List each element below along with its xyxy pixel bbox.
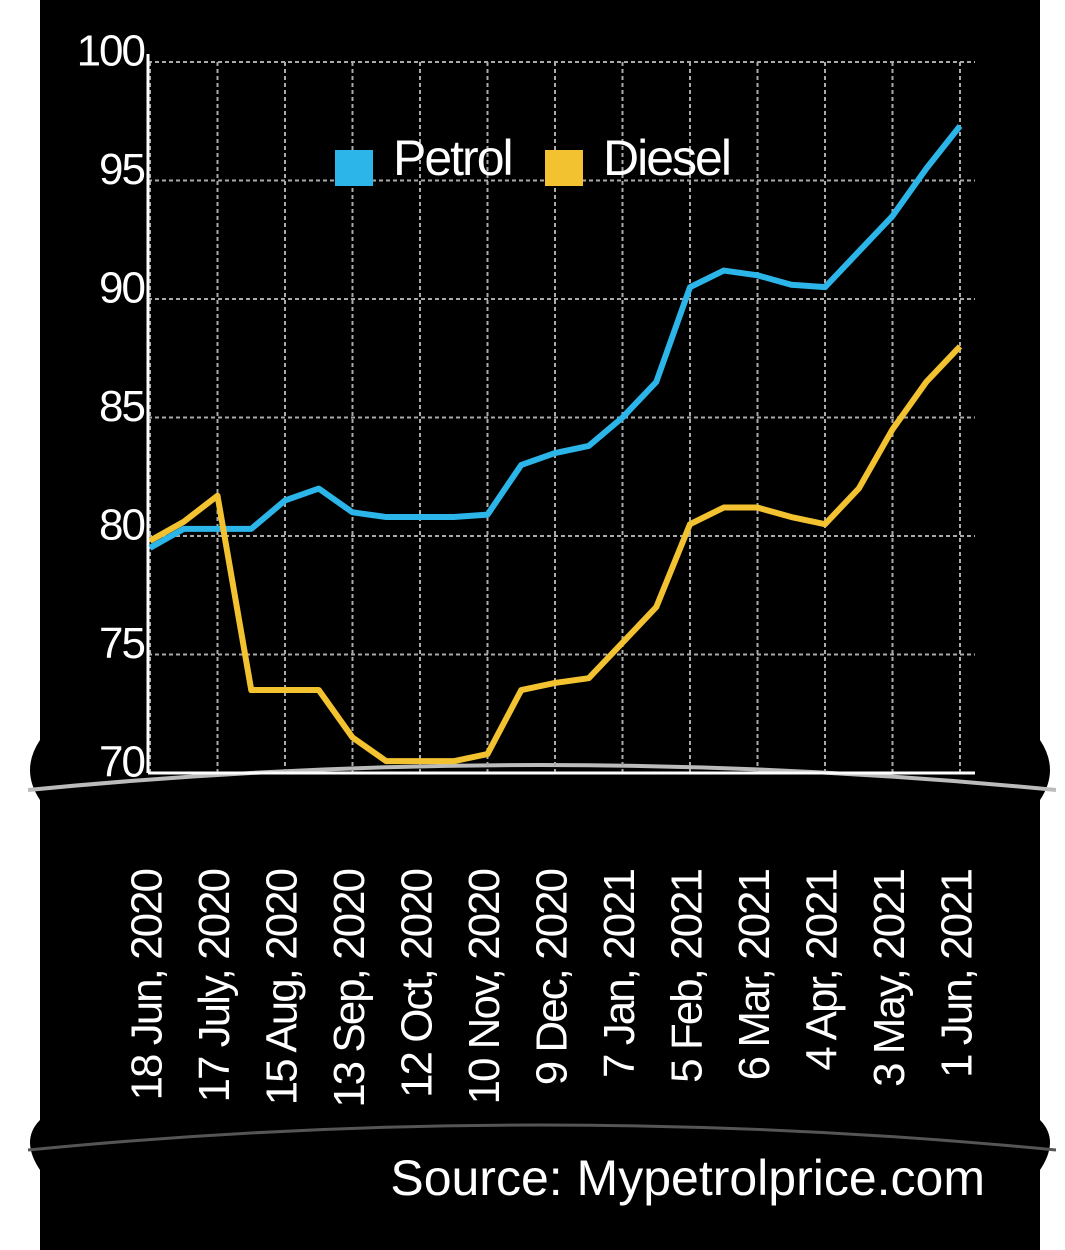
x-tick-label: 9 Dec, 2020 — [528, 869, 577, 1085]
x-tick-label: 17 July, 2020 — [190, 869, 239, 1102]
barrel — [30, 0, 1050, 1250]
legend-swatch — [335, 150, 373, 186]
line — [148, 124, 963, 551]
y-tick-label: 80 — [99, 501, 144, 550]
y-tick-label: 75 — [99, 619, 144, 668]
x-tick-label: 10 Nov, 2020 — [460, 869, 509, 1104]
x-tick-label: 13 Sep, 2020 — [325, 869, 374, 1107]
x-tick-label: 7 Jan, 2021 — [595, 869, 644, 1077]
x-tick-label: 18 Jun, 2020 — [123, 869, 172, 1100]
line — [148, 344, 963, 765]
barrel-rim — [27, 1123, 1057, 1152]
x-tick-label: 3 May, 2021 — [865, 869, 914, 1086]
y-tick-label: 85 — [99, 382, 144, 431]
x-tick-label: 1 Jun, 2021 — [933, 869, 982, 1077]
legend-label: Petrol — [393, 130, 512, 186]
barrel-rim — [27, 763, 1057, 792]
source: Source: Mypetrolprice.com — [390, 1150, 985, 1206]
y-tick-label: 70 — [99, 738, 144, 787]
x-tick-label: 6 Mar, 2021 — [730, 869, 779, 1080]
legend-label: Diesel — [603, 130, 730, 186]
y-tick-label: 95 — [99, 145, 144, 194]
x-tick-label: 12 Oct, 2020 — [393, 869, 442, 1097]
y-tick-label: 90 — [99, 264, 144, 313]
x-tick-label: 5 Feb, 2021 — [663, 869, 712, 1082]
x-tick-label: 4 Apr, 2021 — [798, 869, 847, 1070]
legend-swatch — [545, 150, 583, 186]
x-tick-label: 15 Aug, 2020 — [258, 869, 307, 1105]
y-tick-label: 100 — [77, 27, 145, 76]
